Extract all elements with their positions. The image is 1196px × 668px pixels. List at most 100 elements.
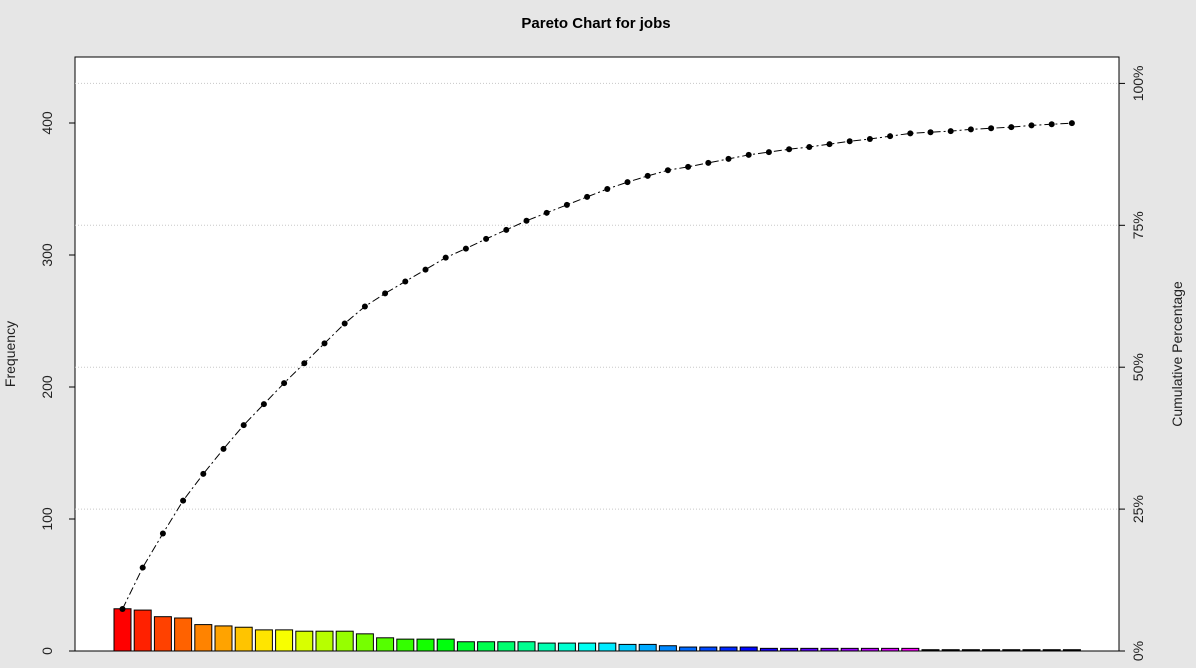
cumulative-point [200, 470, 207, 477]
y2-tick-label: 25% [1130, 495, 1146, 523]
cumulative-point [604, 185, 611, 192]
cumulative-point [765, 149, 772, 156]
bar [194, 624, 213, 652]
bar [436, 638, 455, 652]
y-tick-label: 300 [39, 243, 55, 267]
bar [699, 646, 718, 652]
cumulative-point [745, 151, 752, 158]
bar [376, 637, 395, 652]
cumulative-point [1028, 122, 1035, 129]
bar [133, 609, 152, 652]
bar [1042, 649, 1061, 652]
bar [153, 616, 172, 652]
bar [901, 647, 920, 652]
bar [881, 647, 900, 652]
bar [214, 625, 233, 652]
cumulative-line [119, 120, 1075, 612]
cumulative-point [1048, 121, 1055, 128]
bars [113, 608, 1081, 652]
bar [941, 649, 960, 652]
cumulative-point [483, 235, 490, 242]
bar [921, 649, 940, 652]
cumulative-point [382, 290, 389, 297]
plot-area [74, 56, 1120, 652]
cumulative-point [584, 193, 591, 200]
grid-lines [75, 82, 1119, 510]
bar [578, 642, 597, 652]
cumulative-point [523, 217, 530, 224]
y-axis-label: Frequency [2, 321, 18, 387]
cumulative-point [543, 209, 550, 216]
bar [517, 641, 536, 652]
bar [860, 647, 879, 652]
bar [416, 638, 435, 652]
cumulative-point [422, 266, 429, 273]
y2-tick-label: 100% [1130, 65, 1146, 101]
bar [254, 629, 273, 652]
bar [820, 647, 839, 652]
cumulative-point [462, 245, 469, 252]
cumulative-point [240, 422, 247, 429]
right-axis: 0% 25% 50% 75% 100% [1119, 65, 1146, 661]
bar [618, 643, 637, 652]
bar [759, 647, 778, 652]
bar [174, 617, 193, 652]
cumulative-point [826, 141, 833, 148]
bar [780, 647, 799, 652]
bar [295, 630, 314, 652]
y2-tick-label: 75% [1130, 211, 1146, 239]
cumulative-point [1008, 124, 1015, 131]
cumulative-point [725, 155, 732, 162]
bar [961, 649, 980, 652]
cumulative-point [301, 360, 308, 367]
bar [537, 642, 556, 652]
bar [1022, 649, 1041, 652]
cumulative-point [967, 126, 974, 133]
bar [396, 638, 415, 652]
cumulative-point [442, 254, 449, 261]
bar [982, 649, 1001, 652]
chart-title: Pareto Chart for jobs [521, 15, 670, 32]
cumulative-point [260, 401, 267, 408]
cumulative-point [806, 143, 813, 150]
y2-tick-label: 0% [1130, 641, 1146, 661]
cumulative-point [786, 146, 793, 153]
cumulative-point [159, 530, 166, 537]
bar [355, 633, 374, 652]
y-tick-label: 400 [39, 111, 55, 135]
bar [598, 642, 617, 652]
bar [1062, 649, 1081, 652]
bar [234, 626, 253, 652]
bar [557, 642, 576, 652]
y2-axis-label: Cumulative Percentage [1169, 281, 1185, 427]
bar [638, 643, 657, 652]
bar [840, 647, 859, 652]
cumulative-point [503, 226, 510, 233]
y2-tick-label: 50% [1130, 353, 1146, 381]
cumulative-point [361, 303, 368, 310]
bar [679, 646, 698, 652]
cumulative-point [846, 138, 853, 145]
cumulative-point [119, 605, 126, 612]
bar [477, 641, 496, 652]
y-tick-label: 0 [39, 647, 55, 655]
cumulative-point [947, 128, 954, 135]
bar [1002, 649, 1021, 652]
bar [719, 646, 738, 652]
cumulative-point [220, 445, 227, 452]
cumulative-point [180, 497, 187, 504]
cumulative-point [281, 380, 288, 387]
y-tick-label: 200 [39, 375, 55, 399]
cumulative-point [685, 163, 692, 170]
cumulative-point [644, 172, 651, 179]
cumulative-point [402, 278, 409, 285]
cumulative-point [321, 340, 328, 347]
bar [275, 629, 294, 652]
cumulative-point [887, 133, 894, 140]
bar [658, 645, 677, 652]
cumulative-point [988, 125, 995, 132]
bar [113, 608, 132, 652]
bar [315, 630, 334, 652]
bar [456, 641, 475, 652]
